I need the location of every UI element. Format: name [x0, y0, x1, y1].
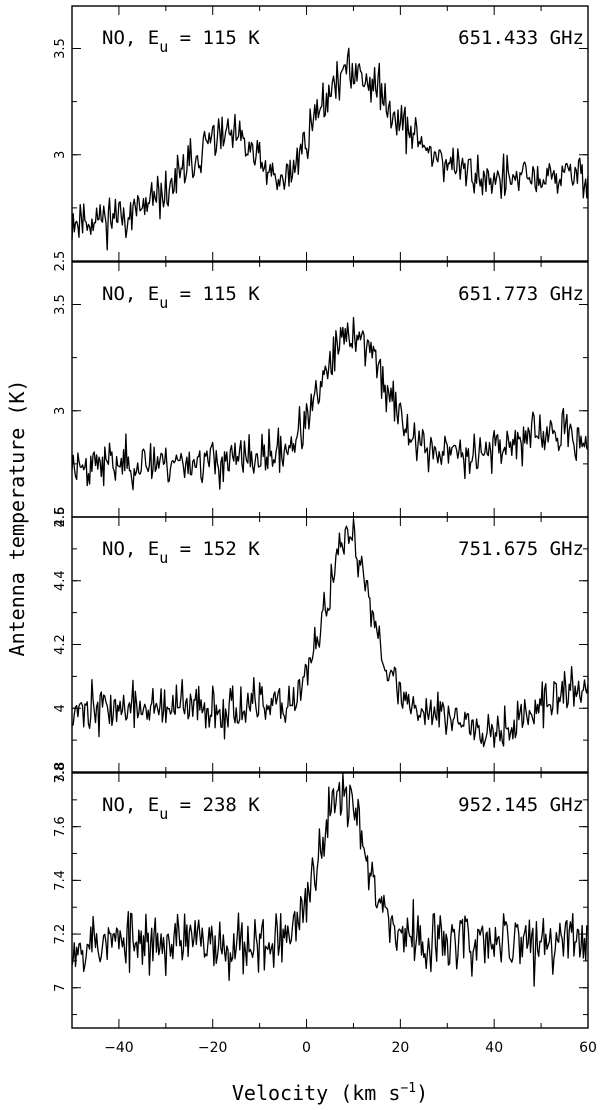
y-tick-label: 2.5: [53, 507, 68, 528]
panel-frequency-label: 751.675 GHz: [458, 538, 584, 560]
panel-3: 3.8 4 4.2 4.4 4.6 NO, Eu = 152 K 751.675 GHz: [53, 507, 589, 783]
panel-line-label: NO, Eu = 115 K: [102, 283, 260, 312]
y-tick-label: 7.8: [53, 763, 68, 784]
panel-line-label: NO, Eu = 115 K: [102, 27, 260, 56]
spectrum-trace-2: [71, 316, 589, 491]
panel-line-label: NO, Eu = 238 K: [102, 794, 260, 823]
x-axis-title-tail: ): [416, 1081, 428, 1105]
y-tick-label: 2.5: [53, 251, 68, 272]
panel-frame-4: [71, 772, 589, 1029]
y-tick-label: 3.8: [53, 762, 68, 783]
y-axis-title: Antenna temperature (K): [5, 380, 29, 657]
x-tick-label: 40: [485, 1040, 503, 1056]
label-energy: = 115 K: [168, 27, 260, 49]
x-tick-label: 0: [302, 1040, 311, 1056]
panel-4: 7 7.2 7.4 7.6 7.8 NO, Eu = 238 K 952.145 GHz: [53, 763, 589, 1029]
label-subscript: u: [159, 805, 168, 823]
y-tick-label: 4: [53, 704, 68, 712]
spectrum-trace-4: [71, 772, 589, 987]
panel-frequency-label: 651.433 GHz: [458, 27, 584, 49]
panel-2: 2.5 3 3.5 NO, Eu = 115 K 651.773 GHz: [53, 261, 589, 528]
y-tick-label: 3: [53, 407, 68, 415]
y-tick-label: 3.5: [53, 38, 68, 59]
label-subscript: u: [159, 38, 168, 56]
label-subscript: u: [159, 549, 168, 567]
x-axis-title-sup: −1: [400, 1081, 416, 1096]
panel-frequency-label: 952.145 GHz: [458, 794, 584, 816]
x-tick-label: −40: [104, 1040, 134, 1056]
label-molecule: NO, E: [102, 538, 159, 560]
label-energy: = 238 K: [168, 794, 260, 816]
x-tick-label: −20: [198, 1040, 228, 1056]
label-molecule: NO, E: [102, 283, 159, 305]
label-molecule: NO, E: [102, 794, 159, 816]
label-subscript: u: [159, 294, 168, 312]
y-tick-label: 4.2: [53, 634, 68, 655]
y-tick-label: 4.4: [53, 570, 68, 591]
y-tick-label: 3: [53, 151, 68, 159]
label-molecule: NO, E: [102, 27, 159, 49]
y-tick-label: 3.5: [53, 294, 68, 315]
label-energy: = 152 K: [168, 538, 260, 560]
x-tick-label: 60: [579, 1040, 597, 1056]
y-tick-label: 7.2: [53, 924, 68, 945]
spectrum-trace-1: [71, 47, 589, 251]
x-axis-title-main: Velocity (km s: [232, 1081, 401, 1105]
panel-frequency-label: 651.773 GHz: [458, 283, 584, 305]
label-energy: = 115 K: [168, 283, 260, 305]
y-tick-label: 7.6: [53, 816, 68, 837]
y-tick-label: 7: [53, 984, 68, 992]
y-tick-label: 4.6: [53, 507, 68, 528]
x-axis-title: Velocity (km s−1): [232, 1081, 428, 1105]
spectrum-trace-3: [71, 518, 589, 748]
panel-frame-1: [71, 5, 589, 262]
panel-line-label: NO, Eu = 152 K: [102, 538, 260, 567]
x-tick-label: 20: [391, 1040, 409, 1056]
panel-1: 2.5 3 3.5 NO, Eu = 115 K 651.433 GHz: [53, 5, 589, 272]
y-tick-label: 7.4: [53, 870, 68, 891]
